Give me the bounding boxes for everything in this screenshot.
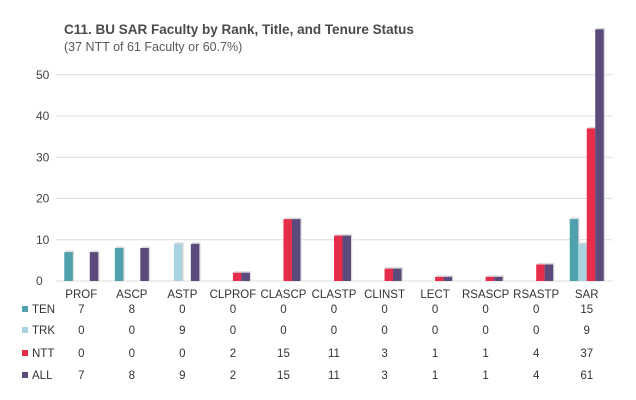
bar	[435, 276, 444, 281]
table-value: 2	[230, 370, 236, 382]
table-value: 3	[381, 348, 387, 360]
x-category-label: PROF	[65, 289, 97, 301]
legend-label: TEN	[32, 304, 55, 316]
table-value: 0	[230, 304, 236, 316]
table-value: 0	[331, 325, 337, 337]
legend-swatch	[22, 372, 28, 378]
table-value: 0	[533, 325, 539, 337]
table-value: 0	[432, 325, 438, 337]
table-value: 0	[482, 325, 488, 337]
bar	[536, 264, 545, 281]
x-category-label: ASCP	[116, 289, 148, 301]
table-value: 1	[482, 370, 488, 382]
x-category-label: CLINST	[364, 289, 405, 301]
bar	[569, 219, 579, 281]
table-value: 0	[533, 304, 539, 316]
table-value: 61	[580, 370, 593, 382]
bar	[291, 219, 301, 281]
legend-swatch	[22, 350, 28, 356]
x-category-label: SAR	[575, 289, 599, 301]
table-value: 1	[482, 348, 488, 360]
x-category-label: CLPROF	[210, 289, 257, 301]
table-value: 0	[280, 304, 286, 316]
table-value: 9	[179, 370, 185, 382]
table-value: 1	[432, 370, 438, 382]
bar	[114, 248, 124, 281]
bar	[578, 243, 587, 281]
bar	[190, 243, 200, 281]
x-category-label: ASTP	[167, 289, 197, 301]
table-value: 15	[277, 370, 290, 382]
table-value: 15	[580, 304, 593, 316]
chart-title: C11. BU SAR Faculty by Rank, Title, and …	[64, 22, 414, 37]
table-value: 0	[78, 325, 84, 337]
table-value: 9	[584, 325, 590, 337]
y-tick-label: 10	[36, 233, 50, 247]
bar	[384, 268, 394, 281]
table-value: 15	[277, 348, 290, 360]
table-value: 37	[580, 348, 593, 360]
bar	[443, 276, 453, 281]
table-value: 0	[381, 325, 387, 337]
bar	[586, 128, 596, 281]
bar	[595, 29, 604, 281]
bar	[140, 248, 149, 281]
bar	[283, 219, 292, 281]
bar	[544, 264, 554, 281]
legend-label: ALL	[32, 370, 53, 382]
y-tick-label: 40	[36, 109, 50, 123]
bar	[334, 235, 343, 281]
table-value: 11	[328, 348, 340, 360]
table-value: 2	[230, 348, 236, 360]
bar	[232, 272, 242, 281]
table-value: 4	[533, 348, 540, 360]
bar	[494, 276, 503, 281]
bar	[342, 235, 351, 281]
table-value: 9	[179, 325, 185, 337]
table-value: 0	[381, 304, 387, 316]
x-category-label: RSASCP	[462, 289, 510, 301]
table-value: 8	[129, 370, 135, 382]
bar	[393, 268, 402, 281]
table-value: 0	[179, 348, 185, 360]
x-category-label: CLASTP	[312, 289, 357, 301]
table-value: 7	[78, 370, 84, 382]
y-tick-label: 30	[36, 150, 50, 164]
chart-subtitle: (37 NTT of 61 Faculty or 60.7%)	[64, 40, 243, 54]
table-value: 0	[179, 304, 185, 316]
bar	[173, 243, 183, 281]
bar	[64, 252, 73, 281]
table-value: 11	[328, 370, 340, 382]
table-value: 0	[129, 348, 135, 360]
y-tick-label: 0	[36, 274, 43, 288]
table-value: 1	[432, 348, 438, 360]
legend-label: NTT	[32, 348, 54, 360]
x-category-label: LECT	[420, 289, 449, 301]
table-value: 0	[129, 325, 135, 337]
bar	[89, 252, 99, 281]
x-category-label: CLASCP	[260, 289, 306, 301]
table-value: 0	[482, 304, 488, 316]
x-category-label: RSASTP	[513, 289, 559, 301]
table-value: 0	[331, 304, 337, 316]
legend-swatch	[22, 327, 28, 333]
table-value: 7	[78, 304, 84, 316]
bar	[241, 272, 250, 281]
y-tick-label: 20	[36, 192, 50, 206]
table-value: 0	[432, 304, 438, 316]
table-value: 3	[381, 370, 387, 382]
table-value: 4	[533, 370, 540, 382]
table-value: 8	[129, 304, 135, 316]
table-value: 0	[280, 325, 286, 337]
table-value: 0	[230, 325, 236, 337]
legend-swatch	[22, 306, 28, 312]
table-value: 0	[78, 348, 84, 360]
bar	[485, 276, 495, 281]
legend-label: TRK	[32, 325, 55, 337]
y-tick-label: 50	[36, 68, 50, 82]
